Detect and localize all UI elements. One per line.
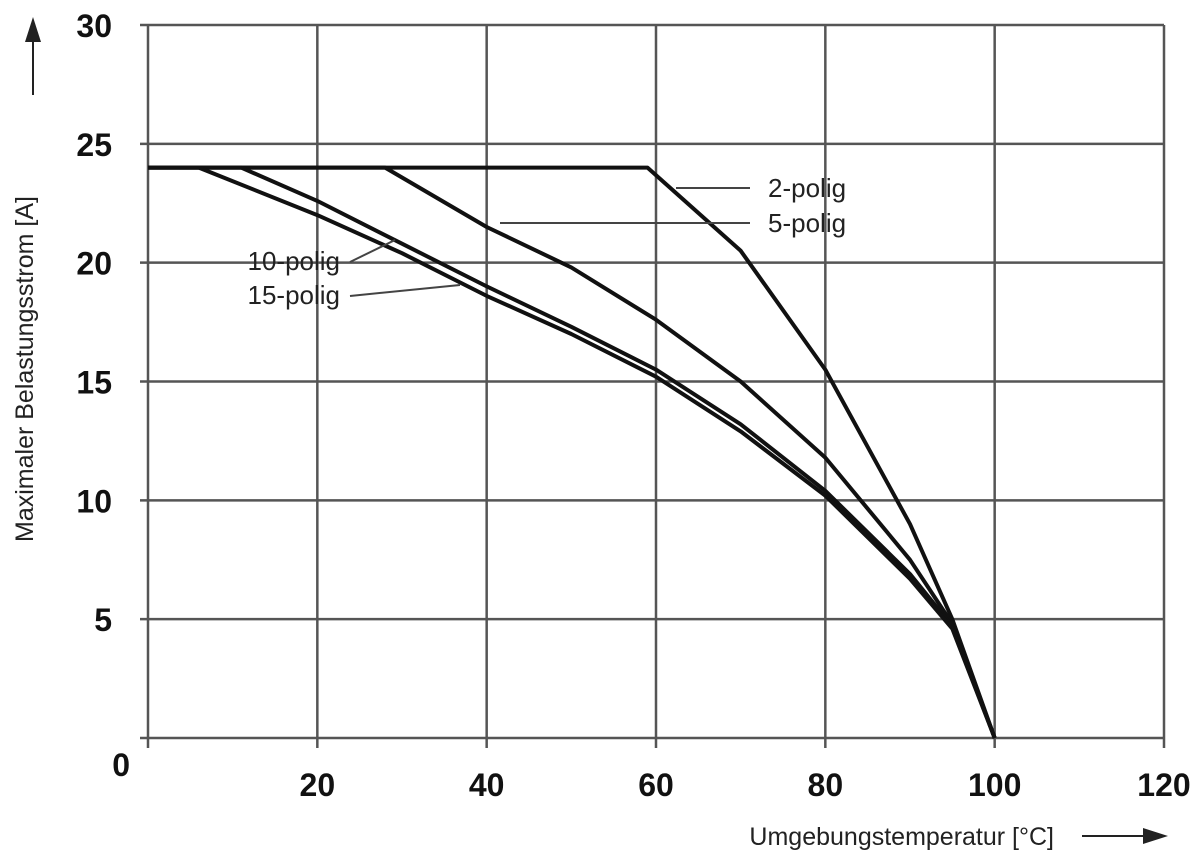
- label-leader-lines: [349, 187, 750, 297]
- y-axis-label: Maximaler Belastungsstrom [A]: [11, 196, 39, 542]
- x-tick-label-80: 80: [808, 767, 844, 803]
- y-tick-label-5: 5: [94, 602, 112, 638]
- y-tick-label-20: 20: [76, 246, 112, 282]
- x-tick-label-40: 40: [469, 767, 505, 803]
- series-line-10-polig: [148, 165, 997, 739]
- leader-line-15-polig: [349, 284, 461, 297]
- series-line-5-polig: [148, 165, 997, 739]
- grid-lines: [140, 23, 1166, 748]
- x-tick-label-120: 120: [1137, 767, 1190, 803]
- y-tick-label-15: 15: [76, 365, 112, 401]
- series-label-5-polig: 5-polig: [768, 208, 846, 238]
- series-label-10-polig: 10-polig: [247, 246, 340, 276]
- x-tick-label-60: 60: [638, 767, 674, 803]
- tick-labels: 30 25 20 15 10 5 0 20 40 60 80 100 120: [76, 8, 1190, 803]
- y-tick-label-30: 30: [76, 8, 112, 44]
- series-line-2-polig: [148, 165, 997, 739]
- series-label-2-polig: 2-polig: [768, 173, 846, 203]
- x-tick-label-100: 100: [968, 767, 1021, 803]
- y-tick-label-10: 10: [76, 483, 112, 519]
- y-axis-arrow-icon: [25, 17, 41, 42]
- y-tick-label-0: 0: [112, 747, 130, 783]
- series-lines: [148, 165, 997, 739]
- series-line-15-polig: [148, 165, 997, 739]
- x-tick-label-20: 20: [300, 767, 336, 803]
- series-label-15-polig: 15-polig: [247, 280, 340, 310]
- y-tick-label-25: 25: [76, 127, 112, 163]
- series-labels: 2-polig 5-polig 10-polig 15-polig: [247, 173, 846, 310]
- x-axis-label: Umgebungstemperatur [°C]: [749, 823, 1054, 851]
- x-axis-arrow-icon: [1143, 828, 1168, 844]
- leader-line-10-polig: [349, 239, 396, 263]
